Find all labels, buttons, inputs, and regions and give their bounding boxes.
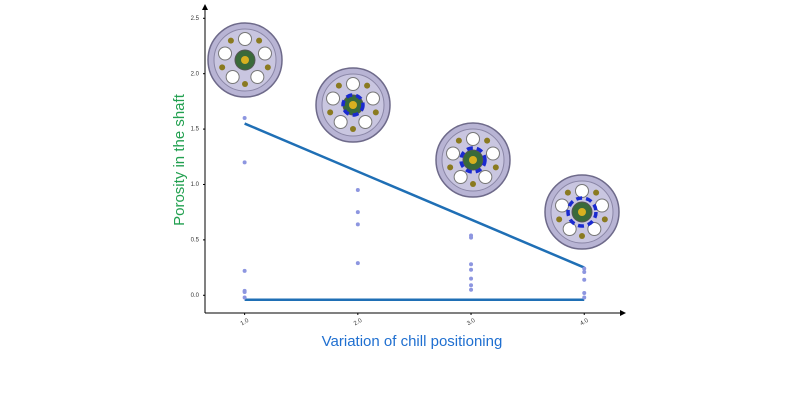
data-point [242,295,247,300]
x-tick-label: 1.0 [240,317,251,327]
y-tick-label: 2.0 [191,71,200,77]
wheel-spot [372,109,379,116]
wheel-spot [219,64,226,71]
wheel-spot [364,82,371,89]
wheel-hole [562,221,577,236]
wheel-spot [242,81,248,87]
data-point [242,289,247,294]
x-tick-label: 2.0 [353,317,364,327]
wheel-hole [333,114,348,129]
y-axis-label: Porosity in the shaft [171,93,188,226]
wheel-hole [250,69,265,84]
wheel-hole [225,69,240,84]
wheel-hole [466,132,480,146]
data-point [582,295,587,300]
wheel-hole [485,146,500,161]
wheel-hole [358,114,373,129]
wheel-center [241,56,249,64]
chill [566,196,598,228]
wheel-hole [478,169,493,184]
wheel-spot [264,64,271,71]
wheel-spot [593,189,600,196]
data-point [469,283,474,288]
chill [341,93,365,117]
data-point [242,268,247,273]
data-point [582,277,587,282]
x-tick-label: 4.0 [579,317,590,327]
wheel-hole [587,221,602,236]
wheel-hole [346,77,360,91]
trend-line [244,122,585,269]
data-point [242,160,247,165]
wheel-spot [601,216,608,223]
data-point [355,210,360,215]
data-point [469,276,474,281]
wheel [544,174,620,250]
y-tick-label: 0.0 [191,293,200,299]
wheel-spot [492,164,499,171]
wheel [435,122,511,198]
wheel-spot [556,216,563,223]
wheel-hole [555,198,570,213]
wheel-hole [326,91,341,106]
wheel-hole [257,46,272,61]
wheel-spot [256,37,263,44]
y-tick-label: 0.5 [191,237,200,243]
wheel-hole [453,169,468,184]
y-tick-label: 1.5 [191,127,200,133]
wheel-hole [218,46,233,61]
data-point [469,262,474,267]
data-point [469,235,474,240]
wheel-spot [327,109,334,116]
wheel-center [469,156,477,164]
y-tick-label: 1.0 [191,182,200,188]
x-axis-label: Variation of chill positioning [322,333,503,350]
wheel-spot [447,164,454,171]
x-tick-label: 3.0 [466,317,477,327]
data-point [355,222,360,227]
data-point [355,261,360,266]
y-tick-label: 2.5 [191,16,200,22]
wheel-spot [484,137,491,144]
wheel [207,22,283,98]
data-point [469,287,474,292]
wheel-spot [579,233,585,239]
data-point [242,116,247,121]
wheel-spot [350,126,356,132]
wheel-spot [227,37,234,44]
wheel-center [349,101,357,109]
wheel-center [578,208,586,216]
wheel-spot [455,137,462,144]
data-point [355,188,360,193]
wheel-hole [365,91,380,106]
wheel-spot [470,181,476,187]
chill [459,146,487,174]
wheel-spot [335,82,342,89]
wheel [315,67,391,143]
wheel-spot [564,189,571,196]
data-point [582,291,587,296]
data-point [582,266,587,271]
wheel-hole [238,32,252,46]
data-point [582,270,587,275]
wheel-images [207,22,620,250]
data-point [469,267,474,272]
wheel-hole [575,184,589,198]
wheel-hole [446,146,461,161]
